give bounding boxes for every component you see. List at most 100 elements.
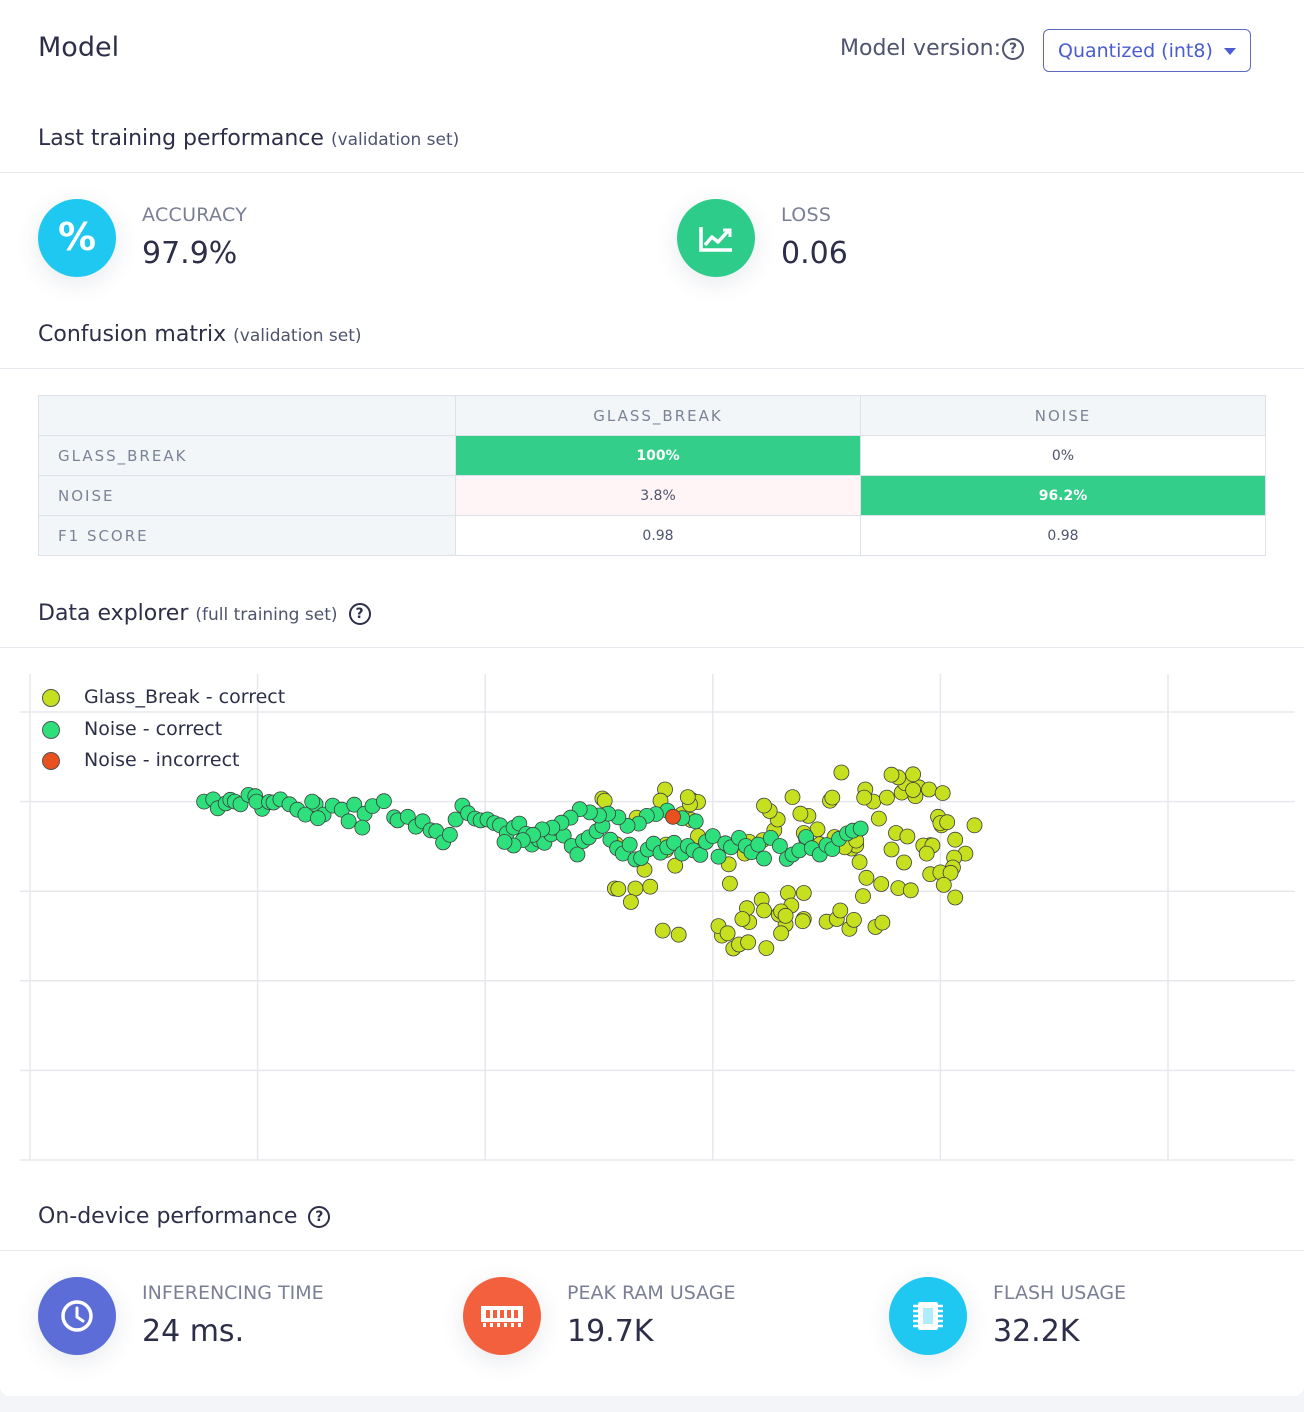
data-point[interactable] (856, 789, 873, 806)
data-point[interactable] (871, 810, 887, 827)
data-point[interactable] (851, 854, 868, 871)
divider (0, 647, 1304, 648)
clock-icon (61, 1300, 93, 1332)
data-point[interactable] (883, 766, 900, 783)
data-point[interactable] (710, 848, 727, 865)
data-point[interactable] (824, 789, 841, 806)
data-point[interactable] (784, 789, 801, 806)
data-point[interactable] (627, 880, 644, 897)
data-point[interactable] (304, 793, 321, 810)
data-point[interactable] (496, 833, 513, 850)
loss-icon-circle (677, 199, 755, 277)
model-version-dropdown[interactable]: Quantized (int8) (1043, 29, 1251, 72)
data-point[interactable] (966, 817, 983, 834)
accuracy-value: 97.9% (142, 236, 238, 271)
data-point[interactable] (879, 789, 895, 806)
loss-label: LOSS (781, 204, 832, 226)
data-point[interactable] (935, 876, 952, 893)
data-point[interactable] (692, 846, 709, 863)
confusion-matrix-table: GLASS_BREAK NOISE GLASS_BREAK 100% 0% NO… (38, 395, 1266, 556)
data-point[interactable] (899, 828, 916, 845)
data-point[interactable] (772, 838, 788, 854)
data-point[interactable] (654, 922, 671, 939)
ram-icon (481, 1306, 523, 1327)
data-point[interactable] (722, 875, 738, 892)
ondevice-section-title: On-device performance ? (38, 1204, 331, 1229)
table-row: F1 SCORE 0.98 0.98 (38, 515, 1266, 556)
row-header: GLASS_BREAK (38, 435, 456, 476)
legend-item[interactable]: Noise - correct (42, 718, 222, 740)
data-point[interactable] (354, 819, 371, 836)
data-point[interactable] (947, 889, 964, 906)
help-icon[interactable]: ? (308, 1206, 331, 1228)
accuracy-icon-circle: % (38, 199, 116, 277)
data-point[interactable] (704, 828, 721, 845)
data-point[interactable] (441, 826, 458, 843)
data-point[interactable] (905, 782, 921, 798)
data-point[interactable] (833, 764, 850, 781)
data-point[interactable] (918, 845, 935, 862)
data-point[interactable] (795, 885, 812, 901)
legend-item[interactable]: Glass_Break - correct (42, 686, 285, 708)
table-corner (38, 395, 456, 436)
data-point[interactable] (896, 854, 912, 871)
data-point[interactable] (873, 876, 890, 892)
data-point[interactable] (340, 813, 357, 830)
data-point[interactable] (939, 814, 956, 831)
data-point[interactable] (902, 882, 919, 899)
data-explorer-scatter-plot[interactable] (0, 660, 1304, 1170)
data-point[interactable] (596, 792, 613, 809)
data-point[interactable] (621, 836, 638, 853)
data-point[interactable] (756, 797, 772, 814)
data-point[interactable] (750, 836, 767, 853)
data-point[interactable] (792, 805, 809, 822)
data-point[interactable] (447, 811, 464, 828)
data-point[interactable] (855, 888, 871, 905)
data-point[interactable] (665, 808, 681, 825)
column-header: GLASS_BREAK (455, 395, 861, 436)
explorer-subtitle: (full training set) (195, 605, 338, 625)
data-point[interactable] (942, 864, 959, 881)
data-point[interactable] (883, 841, 900, 858)
data-point[interactable] (756, 850, 772, 867)
data-point[interactable] (667, 857, 684, 874)
data-point[interactable] (679, 789, 696, 806)
data-point[interactable] (858, 869, 875, 886)
data-point[interactable] (375, 793, 392, 810)
percent-icon: % (58, 215, 96, 259)
help-icon[interactable]: ? (1002, 38, 1024, 60)
table-header-row: GLASS_BREAK NOISE (38, 395, 1266, 436)
data-point[interactable] (623, 894, 639, 910)
help-icon[interactable]: ? (348, 603, 371, 625)
legend-dot (42, 720, 60, 739)
flash-usage-label: FLASH USAGE (993, 1282, 1127, 1304)
data-point[interactable] (905, 766, 921, 783)
data-point[interactable] (756, 902, 772, 919)
data-point[interactable] (740, 934, 756, 951)
data-point[interactable] (794, 913, 811, 930)
data-point[interactable] (874, 914, 891, 931)
data-point[interactable] (670, 926, 687, 943)
data-point[interactable] (777, 907, 794, 924)
data-point[interactable] (773, 925, 789, 942)
data-point[interactable] (734, 911, 751, 927)
data-point[interactable] (309, 810, 326, 827)
data-point[interactable] (758, 940, 775, 957)
data-point[interactable] (610, 881, 627, 897)
data-point[interactable] (687, 813, 704, 830)
data-point[interactable] (719, 925, 736, 942)
data-point[interactable] (642, 878, 659, 895)
data-point[interactable] (934, 785, 951, 802)
data-point[interactable] (846, 911, 862, 928)
training-section-title: Last training performance (validation se… (38, 126, 459, 151)
data-point[interactable] (569, 846, 586, 863)
data-point[interactable] (346, 796, 363, 813)
legend-label: Glass_Break - correct (84, 686, 286, 708)
data-point[interactable] (832, 902, 849, 919)
matrix-cell: 96.2% (860, 475, 1266, 516)
legend-item[interactable]: Noise - incorrect (42, 749, 240, 771)
data-point[interactable] (947, 831, 964, 848)
data-point[interactable] (921, 781, 937, 798)
data-point[interactable] (852, 820, 869, 837)
